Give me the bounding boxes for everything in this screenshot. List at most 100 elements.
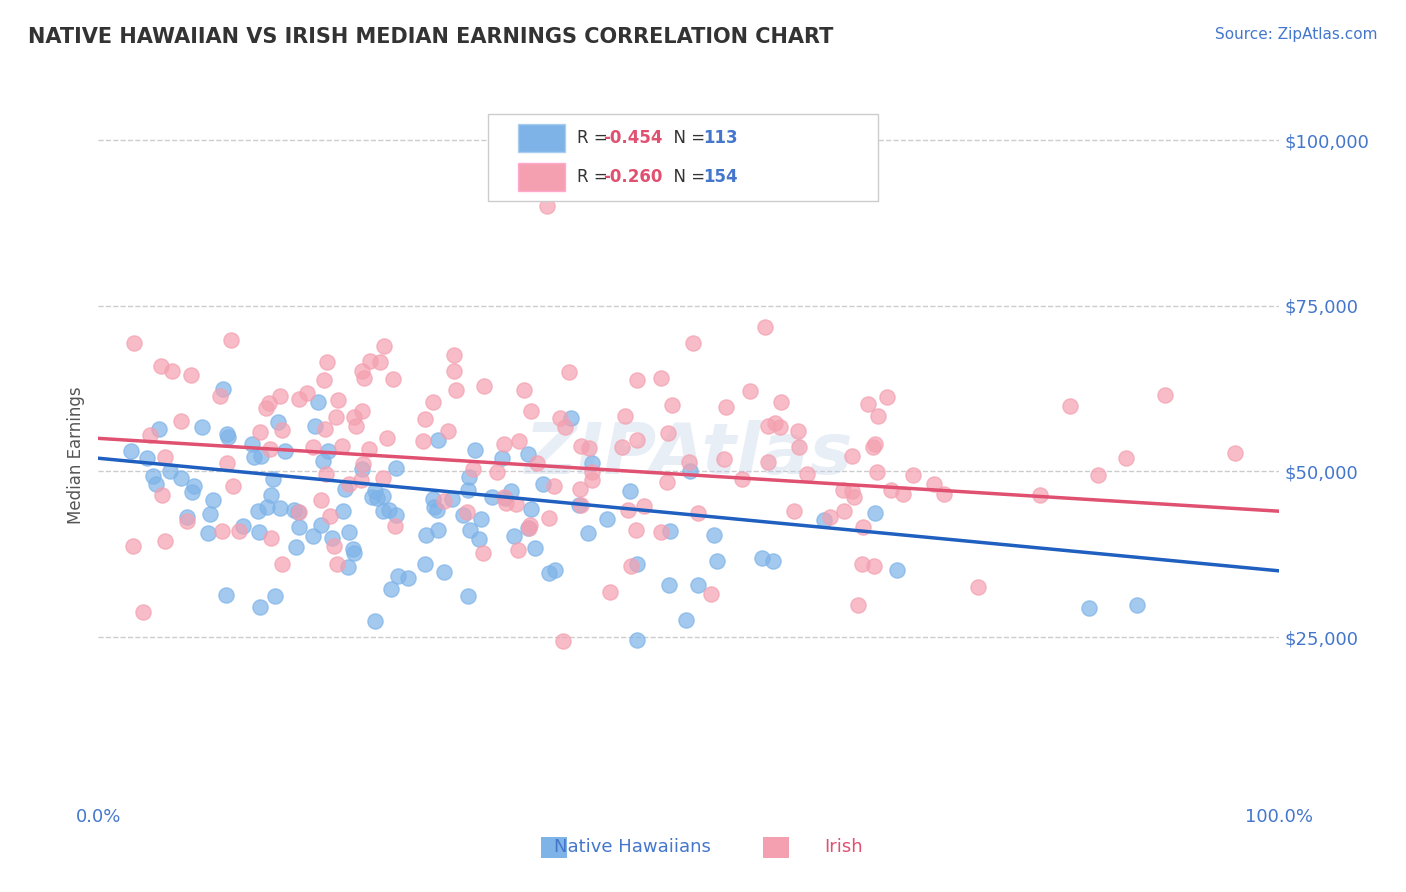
- Point: [285, 541, 308, 555]
- Point: [495, 496, 517, 510]
- Point: [517, 447, 540, 461]
- Point: [658, 577, 681, 591]
- Point: [846, 598, 869, 612]
- Point: [581, 466, 603, 480]
- Point: [472, 378, 495, 392]
- Point: [413, 412, 436, 426]
- Point: [377, 431, 399, 445]
- Point: [202, 493, 225, 508]
- Point: [538, 511, 561, 525]
- Y-axis label: Median Earnings: Median Earnings: [66, 386, 84, 524]
- Point: [246, 504, 269, 518]
- Point: [501, 484, 523, 499]
- Point: [325, 409, 347, 424]
- Point: [754, 320, 776, 334]
- Point: [350, 473, 373, 487]
- Point: [679, 464, 702, 478]
- Point: [551, 634, 574, 648]
- Point: [481, 490, 503, 504]
- Point: [352, 457, 374, 471]
- Point: [626, 433, 648, 447]
- Point: [470, 512, 492, 526]
- Point: [517, 521, 540, 535]
- Point: [287, 520, 309, 534]
- Point: [831, 483, 853, 497]
- Point: [257, 396, 280, 410]
- Point: [219, 334, 242, 348]
- Point: [868, 409, 890, 424]
- Point: [519, 518, 541, 533]
- Point: [1223, 445, 1246, 459]
- Point: [543, 479, 565, 493]
- Point: [922, 476, 945, 491]
- Point: [458, 523, 481, 537]
- Point: [139, 427, 162, 442]
- Point: [212, 383, 235, 397]
- Point: [675, 613, 697, 627]
- Point: [557, 365, 579, 379]
- Point: [145, 477, 167, 491]
- Point: [856, 397, 879, 411]
- Point: [862, 440, 884, 454]
- Point: [176, 509, 198, 524]
- Point: [170, 414, 193, 428]
- Point: [232, 518, 254, 533]
- Point: [820, 510, 842, 524]
- Point: [581, 473, 603, 487]
- Text: R =: R =: [576, 128, 613, 146]
- Point: [148, 422, 170, 436]
- Point: [512, 384, 534, 398]
- Point: [832, 504, 855, 518]
- Point: [464, 442, 486, 457]
- Point: [368, 355, 391, 369]
- Point: [364, 484, 387, 499]
- Point: [315, 355, 337, 369]
- Point: [132, 605, 155, 619]
- Point: [342, 542, 364, 557]
- Point: [197, 525, 219, 540]
- Point: [491, 451, 513, 466]
- Point: [142, 468, 165, 483]
- Point: [217, 456, 239, 470]
- Point: [249, 449, 271, 463]
- Point: [344, 419, 367, 434]
- Point: [738, 384, 761, 398]
- Point: [472, 546, 495, 560]
- Point: [1087, 468, 1109, 483]
- Point: [288, 392, 311, 407]
- Point: [200, 508, 222, 522]
- Point: [176, 514, 198, 528]
- Point: [841, 483, 863, 498]
- Point: [526, 457, 548, 471]
- Point: [1029, 488, 1052, 502]
- Point: [891, 487, 914, 501]
- Point: [318, 509, 340, 524]
- Point: [610, 440, 633, 454]
- Point: [505, 497, 527, 511]
- Point: [568, 499, 591, 513]
- Point: [377, 502, 399, 516]
- Point: [387, 569, 409, 583]
- Point: [599, 585, 621, 599]
- Point: [373, 489, 395, 503]
- Point: [661, 398, 683, 412]
- Point: [841, 449, 863, 463]
- Point: [932, 487, 955, 501]
- Point: [385, 460, 408, 475]
- Point: [782, 504, 804, 518]
- Point: [451, 508, 474, 522]
- Point: [901, 468, 924, 483]
- Point: [283, 502, 305, 516]
- Point: [422, 394, 444, 409]
- Point: [160, 364, 183, 378]
- Point: [359, 354, 381, 368]
- Point: [659, 524, 682, 538]
- Point: [371, 504, 394, 518]
- Point: [700, 587, 723, 601]
- Point: [385, 508, 408, 522]
- Point: [330, 439, 353, 453]
- Point: [657, 425, 679, 440]
- Point: [209, 389, 232, 403]
- Point: [247, 525, 270, 540]
- Point: [180, 368, 202, 382]
